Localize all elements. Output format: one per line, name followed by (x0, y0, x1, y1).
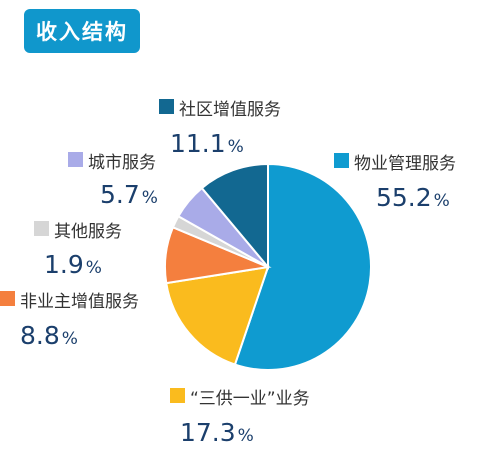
slice-name-label-0: 物业管理服务 (354, 154, 456, 174)
slice-name-label-3: 其他服务 (54, 222, 122, 242)
slice-value-label-5: 11.1% (170, 129, 244, 158)
slice-name-label-1: “三供一业”业务 (190, 389, 310, 409)
slice-value-label-1: 17.3% (180, 418, 254, 447)
slice-value-label-3: 1.9% (44, 250, 102, 279)
slice-name-label-5: 社区增值服务 (179, 100, 281, 120)
legend-swatch-1 (170, 388, 185, 403)
slice-name-label-4: 城市服务 (88, 153, 156, 173)
pie-slice-5 (200, 162, 269, 270)
slice-value-label-4: 5.7% (100, 180, 158, 209)
legend-swatch-5 (159, 99, 174, 114)
legend-swatch-0 (334, 153, 349, 168)
legend-swatch-3 (34, 221, 49, 236)
page-title: 收入结构 (24, 9, 140, 53)
legend-swatch-2 (0, 291, 15, 306)
pie-slice-1 (165, 265, 270, 366)
slice-name-label-2: 非业主增值服务 (20, 292, 139, 312)
slice-value-label-0: 55.2% (376, 183, 450, 212)
legend-swatch-4 (68, 152, 83, 167)
slice-value-label-2: 8.8% (20, 321, 78, 350)
